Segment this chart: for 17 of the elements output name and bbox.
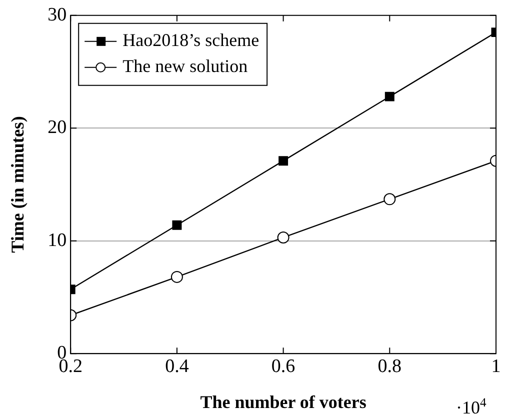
x-tick-label: 0.4 bbox=[165, 356, 190, 377]
x-tick-label: 0.8 bbox=[378, 356, 402, 377]
y-axis-title: Time (in minutes) bbox=[7, 116, 28, 253]
y-tick-label: 30 bbox=[48, 4, 67, 26]
legend-label: Hao2018’s scheme bbox=[122, 30, 260, 50]
legend-label: The new solution bbox=[122, 56, 248, 76]
point bbox=[278, 156, 288, 166]
y-tick-label: 20 bbox=[48, 117, 67, 138]
x-axis-title: The number of voters bbox=[200, 392, 366, 412]
point bbox=[277, 231, 290, 244]
y-tick-label: 10 bbox=[48, 230, 67, 251]
x-tick-label: 1 bbox=[491, 356, 501, 377]
point bbox=[384, 193, 396, 206]
point bbox=[170, 270, 183, 283]
point bbox=[384, 92, 394, 102]
point bbox=[172, 220, 182, 230]
x-tick-label: 0.6 bbox=[271, 356, 296, 377]
